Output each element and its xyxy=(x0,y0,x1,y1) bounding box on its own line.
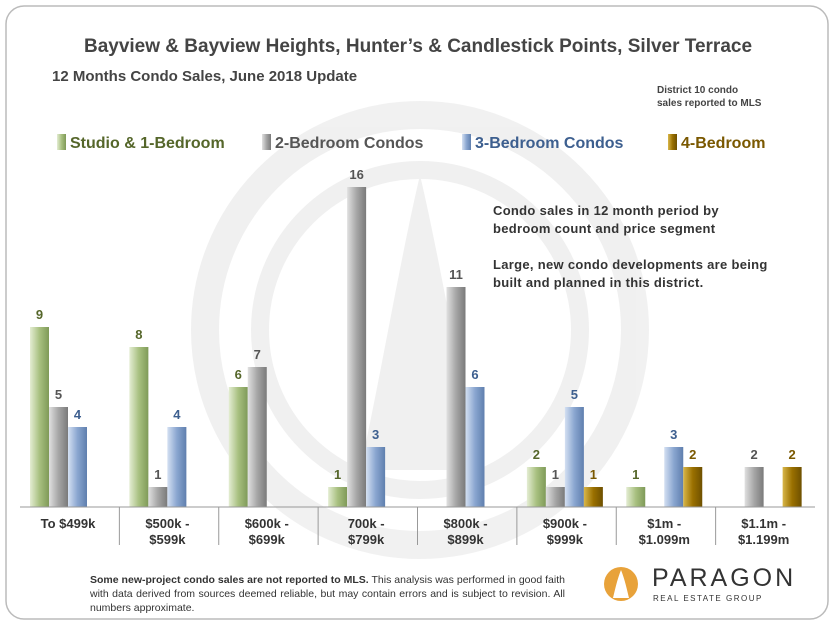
bar xyxy=(148,487,168,507)
legend-label: 4-Bedroom xyxy=(681,135,765,152)
x-tick-label: $800k - $899k xyxy=(443,516,488,547)
data-label: 1 xyxy=(552,467,559,482)
annotation: Large, new condo developments are being … xyxy=(493,257,768,290)
bar xyxy=(526,467,546,507)
data-label: 4 xyxy=(173,407,181,422)
data-label: 1 xyxy=(334,467,341,482)
bar xyxy=(30,327,49,507)
card xyxy=(5,5,829,620)
data-label: 1 xyxy=(632,467,639,482)
x-tick-label: $900k - $999k xyxy=(542,516,587,547)
bar xyxy=(68,427,87,507)
chart-title: Bayview & Bayview Heights, Hunter’s & Ca… xyxy=(84,36,752,57)
bar xyxy=(664,447,684,507)
bar xyxy=(247,367,267,507)
footer-bold: Some new-project condo sales are not rep… xyxy=(90,574,369,586)
logo-mark xyxy=(604,567,638,601)
chart-subtitle: 12 Months Condo Sales, June 2018 Update xyxy=(52,68,357,85)
data-label: 3 xyxy=(372,427,379,442)
bar xyxy=(167,427,187,507)
bar xyxy=(465,387,485,507)
x-tick-label: To $499k xyxy=(40,516,96,531)
bar xyxy=(583,487,603,507)
x-tick-label: $600k - $699k xyxy=(244,516,289,547)
x-tick-label: $1.1m - $1.199m xyxy=(737,516,790,547)
footer-text: This analysis was performed in good fait… xyxy=(90,574,565,614)
x-tick-label: $500k - $599k xyxy=(145,516,190,547)
data-label: 2 xyxy=(789,447,796,462)
bar xyxy=(545,487,565,507)
data-label: 5 xyxy=(55,387,62,402)
bar xyxy=(446,287,466,507)
bar xyxy=(228,387,248,507)
bar xyxy=(683,467,703,507)
legend-label: 3-Bedroom Condos xyxy=(475,135,624,152)
data-label: 5 xyxy=(571,387,578,402)
bar xyxy=(328,487,348,507)
x-tick-label: $1m - $1.099m xyxy=(638,516,690,547)
x-tick-label: 700k - $799k xyxy=(347,516,385,547)
data-label: 4 xyxy=(74,407,82,422)
legend-swatch xyxy=(262,134,271,150)
logo-name: PARAGON xyxy=(652,564,796,592)
bar xyxy=(782,467,802,507)
legend-swatch xyxy=(462,134,471,150)
logo-tagline: REAL ESTATE GROUP xyxy=(653,594,763,603)
data-label: 9 xyxy=(36,307,43,322)
footer: Some new-project condo sales are not rep… xyxy=(90,573,565,615)
data-label: 1 xyxy=(154,467,161,482)
data-label: 1 xyxy=(590,467,597,482)
bar xyxy=(347,187,367,507)
legend-label: Studio & 1-Bedroom xyxy=(70,135,225,152)
legend-swatch xyxy=(57,134,66,150)
data-label: 3 xyxy=(670,427,677,442)
data-label: 16 xyxy=(349,167,363,182)
data-label: 6 xyxy=(471,367,478,382)
data-label: 7 xyxy=(254,347,261,362)
data-label: 8 xyxy=(135,327,142,342)
bar xyxy=(626,487,646,507)
data-label: 2 xyxy=(689,447,696,462)
note: District 10 condo sales reported to MLS xyxy=(657,85,762,109)
bar xyxy=(744,467,764,507)
data-label: 2 xyxy=(533,447,540,462)
bar xyxy=(49,407,68,507)
data-label: 2 xyxy=(751,447,758,462)
legend-swatch xyxy=(668,134,677,150)
data-label: 11 xyxy=(449,267,463,282)
bar xyxy=(564,407,584,507)
annotation: Condo sales in 12 month period by bedroo… xyxy=(493,203,719,236)
legend-label: 2-Bedroom Condos xyxy=(275,135,424,152)
bar xyxy=(129,347,149,507)
bar xyxy=(366,447,386,507)
data-label: 6 xyxy=(235,367,242,382)
